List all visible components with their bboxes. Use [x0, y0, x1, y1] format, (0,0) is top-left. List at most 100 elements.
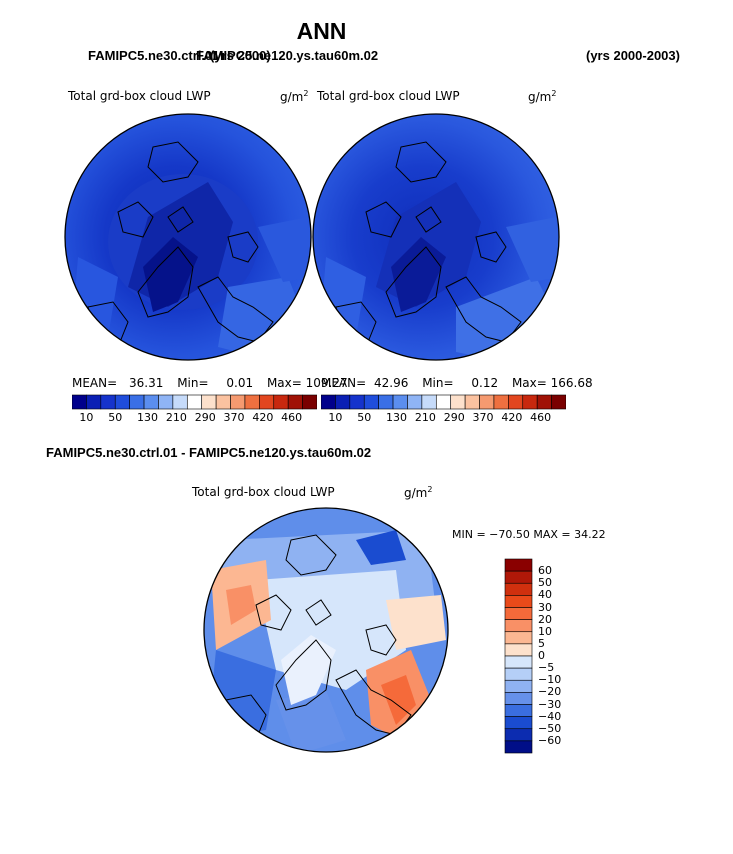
colorbar-tick-label: −60	[538, 733, 562, 747]
colorbar-tick-label: 10	[79, 411, 94, 424]
colorbar-cell	[302, 394, 317, 410]
colorbar-right-labels: 10 50 130 210 290 370 420 460	[321, 411, 566, 425]
years-label-right: (yrs 2000-2003)	[586, 48, 680, 63]
colorbar-tick-label: 50	[538, 576, 552, 590]
colorbar-tick-label: 50	[357, 411, 372, 424]
colorbar-cell	[504, 558, 533, 572]
colorbar-cell	[321, 394, 336, 410]
colorbar-tick-label: 130	[137, 411, 159, 424]
colorbar-cell	[392, 394, 408, 410]
colorbar-cell	[129, 394, 145, 410]
coastlines	[335, 141, 522, 348]
colorbar-difference-labels: 60 50 40 30 20 10 5 0 −5 −10 −20 −30 −40 −50 −60	[538, 558, 598, 754]
colorbar-cell	[244, 394, 260, 410]
colorbar-cell	[201, 394, 217, 410]
colorbar-cell	[504, 619, 533, 633]
colorbar-right	[321, 394, 566, 410]
units-base: g/m	[280, 90, 304, 104]
max-value: 109.27	[305, 376, 348, 390]
colorbar-tick-label: 460	[281, 411, 303, 424]
diff-units: g/m2	[404, 485, 432, 500]
colorbar-tick-label: 0	[538, 649, 545, 662]
colorbar-left-labels: 10 50 130 210 290 370 420 460	[72, 411, 317, 425]
colorbar-tick-label: −10	[538, 673, 562, 687]
mean-label: MEAN=	[72, 376, 118, 390]
colorbar-cell	[504, 655, 533, 669]
case-label-right: FAMIPC5.ne120.ys.tau60m.02	[196, 48, 379, 63]
colorbar-cell	[72, 394, 87, 410]
colorbar-tick-label: 210	[414, 411, 436, 424]
max-label: Max=	[266, 376, 302, 390]
colorbar-cell	[504, 667, 533, 681]
years-label-left: (yrs 2000)	[210, 48, 271, 63]
colorbar-cell	[421, 394, 437, 410]
colorbar-cell	[349, 394, 365, 410]
colorbar-cell	[504, 740, 533, 754]
diff-title: Total grd-box cloud LWP	[192, 485, 335, 499]
panel-left-title: Total grd-box cloud LWP	[68, 89, 211, 103]
colorbar-cell	[259, 394, 275, 410]
colorbar-cell	[522, 394, 538, 410]
colorbar-cell	[504, 570, 533, 584]
colorbar-tick-label: 5	[538, 636, 545, 650]
colorbar-cell	[479, 394, 495, 410]
colorbar-cell	[186, 394, 203, 410]
colorbar-cell	[143, 394, 159, 410]
max-value: 166.68	[550, 376, 593, 390]
units-exp: 2	[551, 89, 557, 98]
colorbar-cell	[100, 394, 116, 410]
colorbar-tick-label: 60	[538, 564, 552, 578]
colorbar-tick-label: −20	[538, 685, 562, 699]
colorbar-tick-label: −50	[538, 721, 562, 735]
units-base: g/m	[404, 486, 428, 500]
units-exp: 2	[303, 89, 309, 98]
colorbar-tick-label: 130	[386, 411, 408, 424]
colorbar-tick-label: 10	[328, 411, 343, 424]
colorbar-tick-label: 20	[538, 612, 552, 626]
colorbar-cell	[551, 394, 566, 410]
colorbar-cell	[504, 643, 533, 657]
colorbar-tick-label: 40	[538, 588, 552, 602]
min-value: 0.01	[226, 376, 254, 390]
colorbar-cell	[378, 394, 394, 410]
colorbar-cell	[504, 631, 533, 645]
colorbar-cell	[215, 394, 231, 410]
panel-right-title: Total grd-box cloud LWP	[317, 89, 460, 103]
coastlines	[225, 534, 412, 741]
stats-right: MEAN= 42.96 Min= 0.12 Max= 166.68	[321, 376, 593, 390]
colorbar-cell	[407, 394, 423, 410]
stats-left: MEAN= 36.31 Min= 0.01 Max= 109.27	[72, 376, 348, 390]
colorbar-cell	[464, 394, 480, 410]
colorbar-cell	[114, 394, 130, 410]
colorbar-difference	[504, 558, 533, 754]
colorbar-tick-label: 370	[223, 411, 245, 424]
colorbar-cell	[536, 394, 552, 410]
colorbar-tick-label: 370	[472, 411, 494, 424]
difference-header: FAMIPC5.ne30.ctrl.01 - FAMIPC5.ne120.ys.…	[46, 445, 372, 460]
colorbar-tick-label: 460	[530, 411, 552, 424]
mean-value: 36.31	[129, 376, 164, 390]
units-exp: 2	[427, 485, 433, 494]
colorbar-tick-label: 290	[194, 411, 216, 424]
colorbar-cell	[508, 394, 524, 410]
colorbar-cell	[504, 595, 533, 608]
colorbar-tick-label: 10	[538, 624, 552, 638]
colorbar-tick-label: −5	[538, 661, 555, 675]
colorbar-cell	[493, 394, 509, 410]
case-label-left: FAMIPC5.ne30.ctrl.01	[88, 48, 220, 63]
colorbar-cell	[504, 679, 533, 693]
colorbar-tick-label: −30	[538, 697, 562, 711]
colorbar-tick-label: 290	[443, 411, 465, 424]
diff-minmax: MIN = −70.50 MAX = 34.22	[452, 528, 606, 541]
colorbar-cell	[172, 394, 188, 410]
min-label: Min=	[422, 376, 454, 390]
units-base: g/m	[528, 90, 552, 104]
colorbar-tick-label: 210	[165, 411, 187, 424]
panel-left-units: g/m2	[280, 89, 308, 104]
colorbar-cell	[86, 394, 102, 410]
colorbar-cell	[273, 394, 289, 410]
polar-map-right	[312, 113, 560, 361]
colorbar-left	[72, 394, 317, 410]
colorbar-cell	[435, 394, 452, 410]
colorbar-cell	[504, 704, 533, 717]
